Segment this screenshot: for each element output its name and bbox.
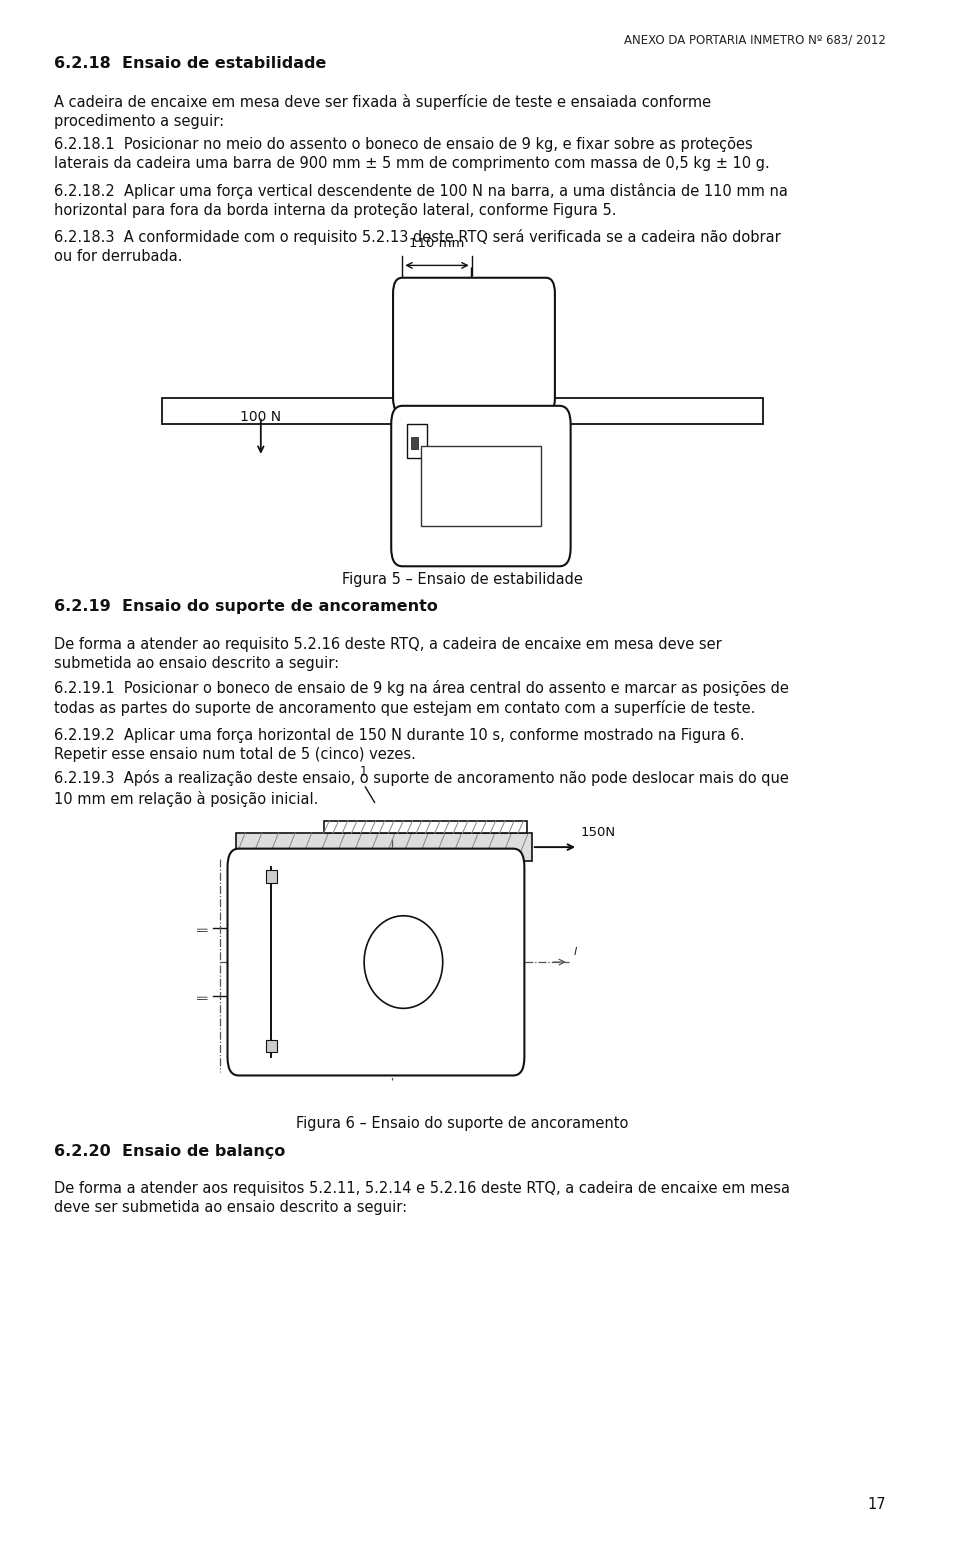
Text: 6.2.18  Ensaio de estabilidade: 6.2.18 Ensaio de estabilidade [54, 56, 326, 71]
Text: l: l [573, 947, 577, 957]
Bar [236, 833, 532, 861]
Text: A cadeira de encaixe em mesa deve ser fixada à superfície de teste e ensaiada co: A cadeira de encaixe em mesa deve ser fi… [54, 94, 710, 130]
Bar [266, 870, 277, 883]
Text: 150N: 150N [581, 827, 616, 839]
FancyBboxPatch shape [228, 849, 524, 1075]
Bar [411, 437, 418, 449]
Bar [324, 821, 527, 833]
FancyBboxPatch shape [393, 278, 555, 414]
Text: 6.2.19.2  Aplicar uma força horizontal de 150 N durante 10 s, conforme mostrado : 6.2.19.2 Aplicar uma força horizontal de… [54, 728, 744, 762]
Text: 100 N: 100 N [240, 410, 281, 424]
Text: 6.2.18.1  Posicionar no meio do assento o boneco de ensaio de 9 kg, e fixar sobr: 6.2.18.1 Posicionar no meio do assento o… [54, 136, 769, 171]
Bar [266, 1040, 277, 1052]
Bar [407, 424, 427, 458]
FancyBboxPatch shape [320, 855, 372, 960]
Text: 9kg: 9kg [399, 904, 424, 918]
Text: ||: || [197, 992, 206, 1000]
Text: 6.2.19.3  Após a realização deste ensaio, o suporte de ancoramento não pode desl: 6.2.19.3 Após a realização deste ensaio,… [54, 770, 788, 807]
Text: ANEXO DA PORTARIA INMETRO Nº 683/ 2012: ANEXO DA PORTARIA INMETRO Nº 683/ 2012 [624, 34, 886, 46]
Text: 6.2.20  Ensaio de balanço: 6.2.20 Ensaio de balanço [54, 1145, 285, 1159]
Text: ||: || [197, 924, 206, 932]
FancyBboxPatch shape [335, 852, 490, 971]
Bar [420, 446, 541, 526]
Bar [162, 398, 763, 424]
Text: De forma a atender aos requisitos 5.2.11, 5.2.14 e 5.2.16 deste RTQ, a cadeira d: De forma a atender aos requisitos 5.2.11… [54, 1182, 790, 1216]
Text: 110 mm: 110 mm [409, 238, 465, 250]
Text: 6.2.19  Ensaio do suporte de ancoramento: 6.2.19 Ensaio do suporte de ancoramento [54, 599, 438, 614]
Text: 6.2.18.2  Aplicar uma força vertical descendente de 100 N na barra, a uma distân: 6.2.18.2 Aplicar uma força vertical desc… [54, 184, 787, 218]
Text: Figura 6 – Ensaio do suporte de ancoramento: Figura 6 – Ensaio do suporte de ancorame… [297, 1116, 629, 1131]
Text: 6.2.19.1  Posicionar o boneco de ensaio de 9 kg na área central do assento e mar: 6.2.19.1 Posicionar o boneco de ensaio d… [54, 679, 788, 716]
Text: De forma a atender ao requisito 5.2.16 deste RTQ, a cadeira de encaixe em mesa d: De forma a atender ao requisito 5.2.16 d… [54, 637, 721, 671]
Ellipse shape [364, 917, 443, 1009]
Text: 6.2.18.3  A conformidade com o requisito 5.2.13 deste RTQ será verificada se a c: 6.2.18.3 A conformidade com o requisito … [54, 228, 780, 264]
Text: 1: 1 [360, 765, 368, 778]
Text: 17: 17 [868, 1497, 886, 1512]
FancyBboxPatch shape [392, 406, 570, 566]
Text: Figura 5 – Ensaio de estabilidade: Figura 5 – Ensaio de estabilidade [342, 572, 583, 586]
